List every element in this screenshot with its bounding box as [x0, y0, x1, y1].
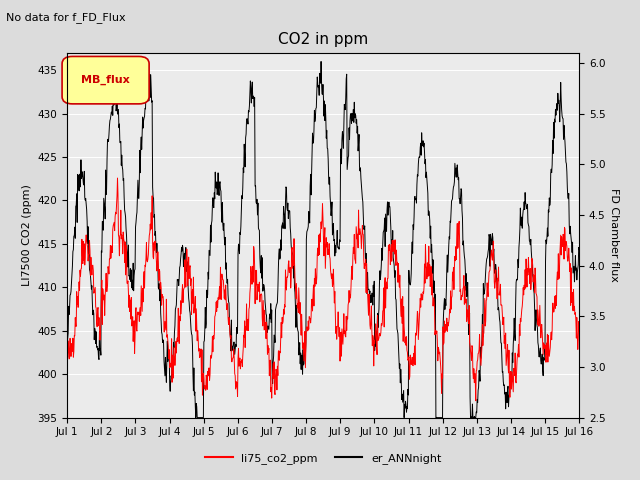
Text: No data for f_FD_Flux: No data for f_FD_Flux — [6, 12, 126, 23]
Y-axis label: FD Chamber flux: FD Chamber flux — [609, 188, 620, 282]
Text: MB_flux: MB_flux — [81, 75, 130, 85]
Title: CO2 in ppm: CO2 in ppm — [278, 33, 369, 48]
Y-axis label: LI7500 CO2 (ppm): LI7500 CO2 (ppm) — [22, 184, 32, 286]
Legend: li75_co2_ppm, er_ANNnight: li75_co2_ppm, er_ANNnight — [200, 449, 446, 468]
FancyBboxPatch shape — [62, 57, 149, 104]
